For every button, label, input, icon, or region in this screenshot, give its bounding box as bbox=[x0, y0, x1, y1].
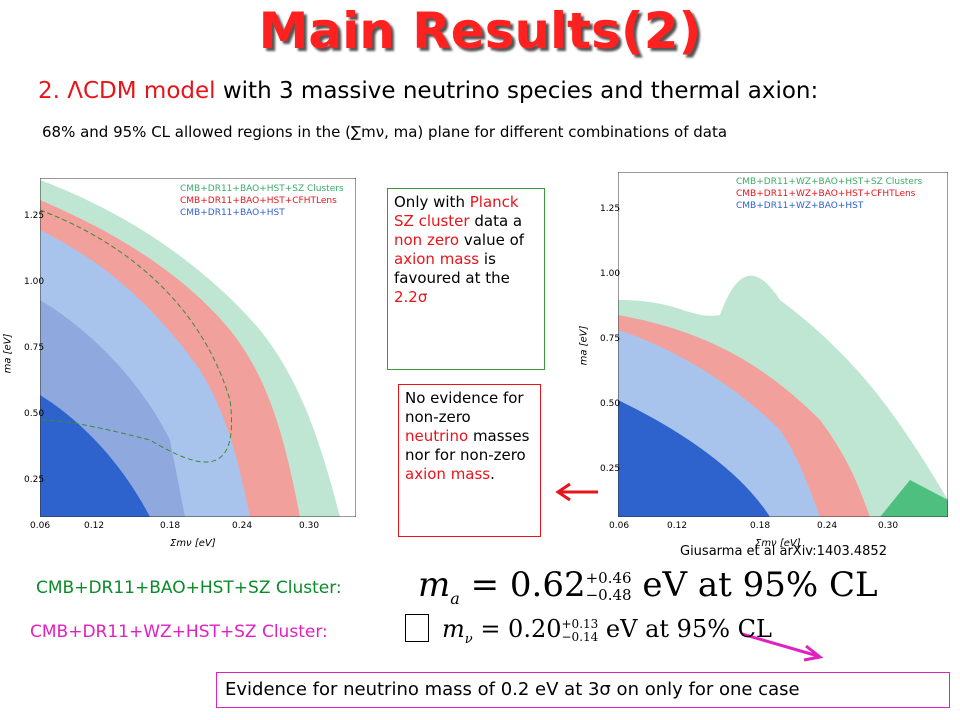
placeholder-box bbox=[405, 614, 429, 642]
note-text: data a bbox=[474, 212, 523, 230]
unit: eV at 95% CL bbox=[605, 615, 772, 643]
legend-entry: CMB+DR11+WZ+BAO+HST bbox=[736, 201, 864, 211]
y-tick-label: 0.25 bbox=[24, 475, 45, 485]
subscript: ν bbox=[464, 631, 473, 647]
unit: eV at 95% CL bbox=[642, 565, 878, 605]
x-tick-label: 0.24 bbox=[817, 521, 838, 531]
y-tick-label: 0.50 bbox=[600, 399, 621, 409]
note-text: No evidence for non-zero bbox=[405, 389, 524, 426]
legend-entry: CMB+DR11+WZ+BAO+HST+CFHTLens bbox=[736, 189, 916, 199]
upper-error: +0.13 bbox=[561, 616, 599, 631]
footer-box: Evidence for neutrino mass of 0.2 eV at … bbox=[216, 672, 950, 708]
upper-error: +0.46 bbox=[585, 569, 632, 587]
value: = 0.20 bbox=[480, 615, 562, 643]
heading: 2. ΛCDM model with 3 massive neutrino sp… bbox=[38, 78, 818, 104]
contour-plot-2 bbox=[618, 172, 948, 517]
symbol: m bbox=[418, 565, 451, 605]
note-highlight: non zero bbox=[394, 231, 460, 249]
subscript: a bbox=[450, 588, 460, 608]
note-text: masses nor for non-zero bbox=[405, 427, 530, 464]
y-tick-label: 0.75 bbox=[600, 334, 621, 344]
x-tick-label: 0.18 bbox=[750, 521, 771, 531]
note-text: value of bbox=[463, 231, 525, 249]
heading-number: 2. bbox=[38, 78, 60, 104]
x-tick-label: 0.18 bbox=[160, 521, 181, 531]
legend-entry: CMB+DR11+BAO+HST+CFHTLens bbox=[180, 196, 337, 206]
note-highlight: Planck SZ cluster bbox=[394, 193, 519, 230]
x-tick-label: 0.30 bbox=[878, 521, 899, 531]
x-tick-label: 0.06 bbox=[609, 521, 630, 531]
note-text: . bbox=[490, 465, 495, 483]
x-axis-label: Σmν [eV] bbox=[755, 538, 801, 549]
x-tick-label: 0.12 bbox=[667, 521, 688, 531]
y-tick-label: 1.25 bbox=[24, 211, 45, 221]
y-tick-label: 0.25 bbox=[600, 464, 621, 474]
x-tick-label: 0.12 bbox=[84, 521, 105, 531]
legend-entry: CMB+DR11+BAO+HST bbox=[180, 208, 285, 218]
note-1: Only with Planck SZ cluster data a non z… bbox=[387, 188, 545, 370]
note-2: No evidence for non-zero neutrino masses… bbox=[398, 384, 541, 537]
x-tick-label: 0.06 bbox=[30, 521, 51, 531]
heading-text: with 3 massive neutrino species and ther… bbox=[222, 78, 819, 104]
y-axis-label: ma [eV] bbox=[2, 333, 14, 374]
note-highlight: 2.2σ bbox=[394, 288, 428, 306]
note-highlight: axion mass bbox=[394, 250, 480, 268]
lower-error: −0.14 bbox=[561, 629, 599, 644]
value: = 0.62 bbox=[470, 565, 586, 605]
note-text: Only with bbox=[394, 193, 465, 211]
y-tick-label: 1.25 bbox=[600, 204, 621, 214]
y-axis-label: ma [eV] bbox=[578, 325, 590, 366]
citation: Giusarma et al arXiv:1403.4852 bbox=[680, 544, 887, 559]
symbol: m bbox=[442, 615, 465, 643]
contour-plot-1 bbox=[40, 178, 356, 517]
x-tick-label: 0.24 bbox=[232, 521, 253, 531]
y-tick-label: 0.50 bbox=[24, 409, 45, 419]
note-text: is favoured at the bbox=[394, 250, 510, 287]
lower-error: −0.48 bbox=[585, 586, 632, 604]
result-formula: mν = 0.20 +0.13 −0.14 eV at 95% CL bbox=[442, 615, 772, 647]
description: 68% and 95% CL allowed regions in the (∑… bbox=[42, 123, 728, 141]
slide-title: Main Results(2) bbox=[258, 2, 702, 60]
legend-entry: CMB+DR11+WZ+BAO+HST+SZ Clusters bbox=[736, 177, 923, 187]
heading-model: ΛCDM model bbox=[67, 78, 216, 104]
result-label: CMB+DR11+WZ+HST+SZ Cluster: bbox=[30, 622, 328, 642]
note-highlight: axion mass bbox=[405, 465, 491, 483]
result-formula: ma = 0.62 +0.46 −0.48 eV at 95% CL bbox=[418, 565, 878, 608]
x-tick-label: 0.30 bbox=[299, 521, 320, 531]
y-tick-label: 1.00 bbox=[600, 269, 621, 279]
legend-entry: CMB+DR11+BAO+HST+SZ Clusters bbox=[180, 184, 344, 194]
y-tick-label: 0.75 bbox=[24, 343, 45, 353]
result-label: CMB+DR11+BAO+HST+SZ Cluster: bbox=[36, 578, 342, 598]
y-tick-label: 1.00 bbox=[24, 277, 45, 287]
x-axis-label: Σmν [eV] bbox=[170, 538, 216, 549]
note-highlight: neutrino bbox=[405, 427, 469, 445]
